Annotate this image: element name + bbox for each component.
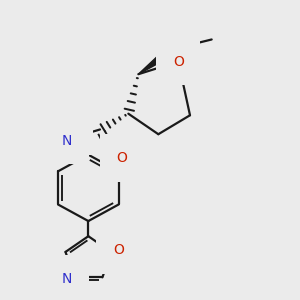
Text: O: O (113, 243, 124, 257)
Text: N: N (61, 134, 72, 148)
Polygon shape (138, 45, 177, 74)
Text: H: H (69, 127, 78, 140)
Text: O: O (173, 55, 184, 69)
Text: N: N (62, 272, 72, 286)
Text: O: O (116, 151, 127, 165)
